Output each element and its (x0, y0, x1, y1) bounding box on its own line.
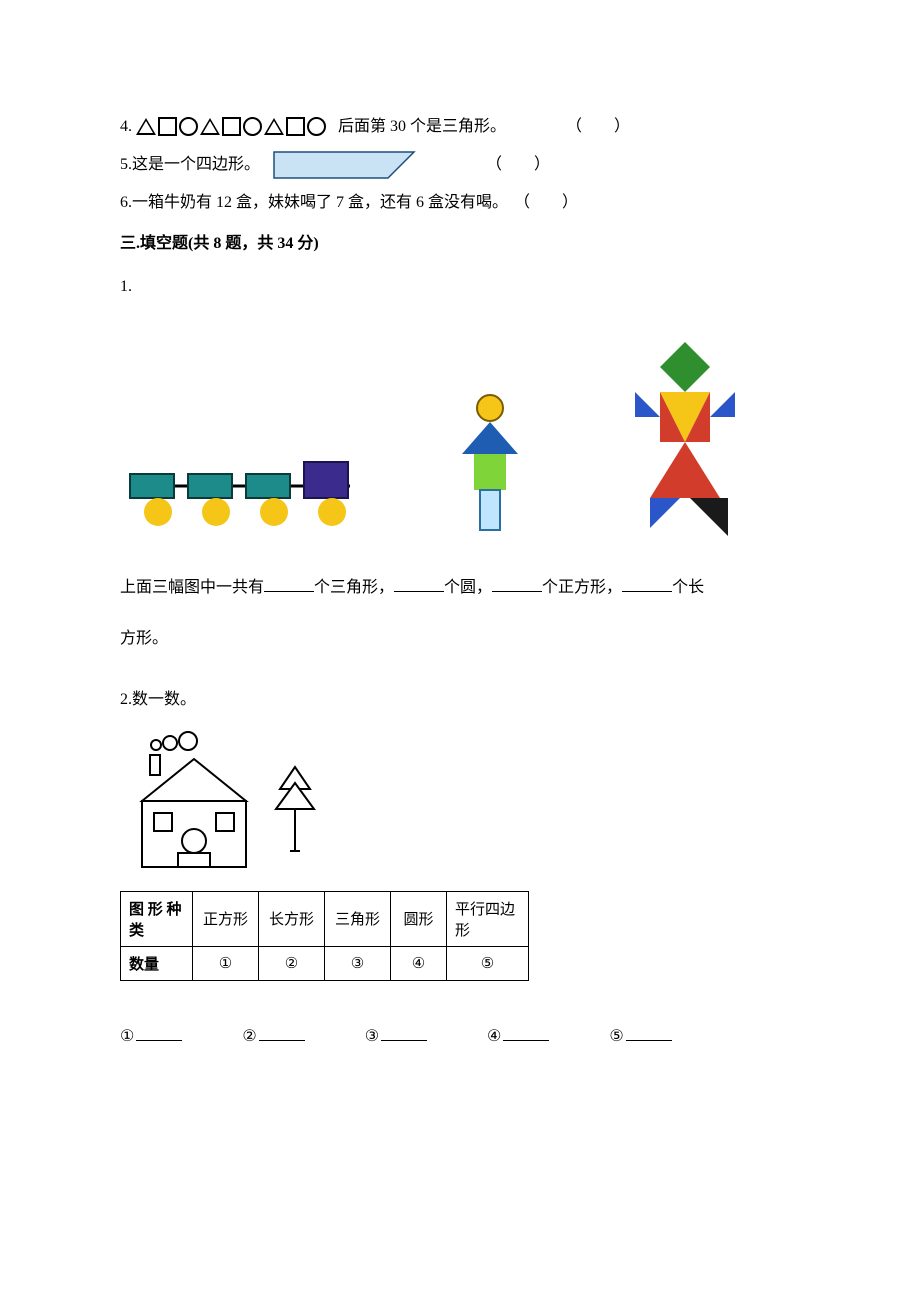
ans-4: ④ (487, 1025, 549, 1046)
shape-count-table: 图 形 种类 正方形 长方形 三角形 圆形 平行四边形 数量 ① ② ③ ④ ⑤ (120, 891, 529, 981)
q4-text: 后面第 30 个是三角形。 (338, 110, 506, 144)
th-col-1: 长方形 (259, 891, 325, 946)
ans-4-blank (503, 1025, 549, 1041)
ans-3: ③ (365, 1025, 427, 1046)
ans-5-blank (626, 1025, 672, 1041)
q5-trapezoid (268, 148, 418, 182)
td-a1: ② (259, 946, 325, 980)
q6-line: 6.一箱牛奶有 12 盒，妹妹喝了 7 盒，还有 6 盒没有喝。 （ ） (120, 186, 800, 220)
q1-blank4 (622, 576, 672, 592)
ans-2-label: ② (242, 1028, 256, 1045)
th-col-2: 三角形 (325, 891, 391, 946)
ans-2-blank (259, 1025, 305, 1041)
section3-title: 三.填空题(共 8 题，共 34 分) (120, 227, 319, 261)
ans-3-label: ③ (365, 1028, 379, 1045)
q6-paren: （ ） (514, 186, 578, 220)
q1-blank3 (492, 576, 542, 592)
q6-text: 6.一箱牛奶有 12 盒，妹妹喝了 7 盒，还有 6 盒没有喝。 (120, 186, 508, 220)
q4-shapes (136, 117, 326, 136)
q4-shape-cir (307, 117, 326, 136)
ans-5: ⑤ (609, 1025, 671, 1046)
ans-5-label: ⑤ (609, 1028, 623, 1045)
q4-shape-sq (286, 117, 305, 136)
td-rowlabel: 数量 (121, 946, 193, 980)
q4-prefix: 4. (120, 110, 132, 144)
fill-q1-sentence: 上面三幅图中一共有 个三角形， 个圆， 个正方形， 个长 方形。 (120, 562, 800, 664)
td-a3: ④ (391, 946, 447, 980)
fill-q2-figure: 图 形 种类 正方形 长方形 三角形 圆形 平行四边形 数量 ① ② ③ ④ ⑤ (120, 731, 800, 981)
q1-part5: 方形。 (120, 630, 168, 647)
q2-answers-row: ① ② ③ ④ ⑤ (120, 1025, 800, 1046)
q4-shape-sq (222, 117, 241, 136)
table-row: 图 形 种类 正方形 长方形 三角形 圆形 平行四边形 (121, 891, 529, 946)
td-a0: ① (193, 946, 259, 980)
fig-train (120, 438, 370, 538)
th-kind-text: 图 形 种类 (129, 902, 182, 939)
q5-trapezoid-shape (274, 152, 414, 178)
td-a4: ⑤ (447, 946, 529, 980)
q1-part2: 个圆， (444, 579, 492, 596)
q1-part3: 个正方形， (542, 579, 622, 596)
fill-q2-num: 2.数一数。 (120, 678, 800, 723)
q1-blank1 (264, 576, 314, 592)
table-row: 数量 ① ② ③ ④ ⑤ (121, 946, 529, 980)
fig-person (450, 388, 530, 538)
ans-1-label: ① (120, 1028, 134, 1045)
ans-4-label: ④ (487, 1028, 501, 1045)
q4-paren: （ ） (566, 110, 630, 144)
td-rowlabel-text: 数量 (129, 957, 159, 973)
q4-shape-tri (136, 118, 156, 135)
q1-part4: 个长 (672, 579, 704, 596)
q4-shape-cir (179, 117, 198, 136)
th-kind: 图 形 种类 (121, 891, 193, 946)
th-col-0: 正方形 (193, 891, 259, 946)
q4-line: 4. 后面第 30 个是三角形。 （ ） (120, 110, 800, 144)
fill-q1-num: 1. (120, 265, 800, 310)
ans-2: ② (242, 1025, 304, 1046)
q1-blank2 (394, 576, 444, 592)
q1-part0: 上面三幅图中一共有 (120, 579, 264, 596)
train-group (130, 462, 350, 526)
th-col-3: 圆形 (391, 891, 447, 946)
q4-shape-tri (200, 118, 220, 135)
q4-shape-cir (243, 117, 262, 136)
q5-line: 5.这是一个四边形。 （ ） (120, 148, 800, 182)
q4-shape-sq (158, 117, 177, 136)
q5-paren: （ ） (486, 148, 550, 182)
ans-1-blank (136, 1025, 182, 1041)
q4-shape-tri (264, 118, 284, 135)
th-col-4: 平行四边形 (447, 891, 529, 946)
fig-tangram (610, 338, 760, 538)
ans-1: ① (120, 1025, 182, 1046)
fill-q1-figures (120, 338, 800, 538)
td-a2: ③ (325, 946, 391, 980)
fill-q2-number: 2.数一数。 (120, 678, 196, 723)
q5-text: 5.这是一个四边形。 (120, 148, 260, 182)
q1-part1: 个三角形， (314, 579, 394, 596)
fill-q1-number: 1. (120, 265, 132, 310)
section3-header: 三.填空题(共 8 题，共 34 分) (120, 227, 800, 261)
ans-3-blank (381, 1025, 427, 1041)
